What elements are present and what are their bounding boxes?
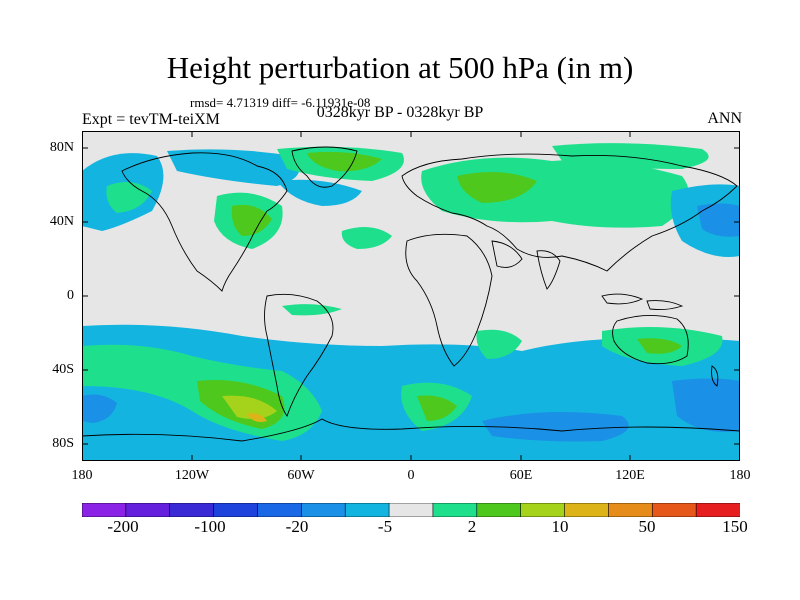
- coast-new-zealand: [711, 365, 719, 387]
- coast-antarctica: [82, 418, 740, 442]
- colorbar-label-1: -200: [107, 517, 139, 536]
- colorbar-swatch: [651, 503, 697, 517]
- colorbar-swatch: [257, 503, 302, 517]
- coast-north-america: [121, 152, 288, 292]
- map-tick-marks: [82, 131, 740, 461]
- colorbar-swatch: [82, 503, 127, 517]
- contour-mid-atlantic-pos: [341, 227, 392, 249]
- coast-south-america: [264, 293, 334, 417]
- x-tick-60w: 60W: [287, 468, 315, 483]
- x-tick-180e: 180: [729, 468, 751, 483]
- colorbar-swatch: [695, 503, 740, 517]
- contour-fields: [82, 143, 740, 461]
- contour-atlantic-neg: [277, 179, 362, 206]
- coast-indonesia: [601, 293, 684, 311]
- colorbar-swatch: [432, 503, 478, 517]
- season-label: ANN: [707, 110, 742, 127]
- x-tick-120w: 120W: [174, 468, 210, 483]
- colorbar: [82, 503, 740, 517]
- coast-australia: [612, 315, 689, 365]
- coast-india: [536, 250, 561, 290]
- contour-sh-pacific-peak: [247, 413, 267, 423]
- experiment-label: Expt = tevTM-teiXM: [82, 111, 220, 128]
- y-tick-40s: 40S: [52, 362, 74, 377]
- plot-title: Height perturbation at 500 hPa (in m): [166, 50, 634, 85]
- colorbar-swatch: [608, 503, 653, 517]
- x-tick-0: 0: [407, 468, 415, 483]
- contour-n-atlantic-core: [307, 151, 382, 172]
- colorbar-label-4: -5: [377, 517, 393, 536]
- y-tick-80s: 80S: [52, 436, 74, 451]
- contour-sh-east-neg: [672, 378, 740, 432]
- colorbar-swatch: [564, 503, 609, 517]
- coast-greenland: [291, 146, 358, 188]
- contour-eurasia-core: [457, 172, 537, 203]
- contour-sh-atlantic-core: [417, 395, 457, 421]
- colorbar-swatch: [476, 503, 522, 517]
- colorbar-label-5: 2: [467, 517, 477, 536]
- colorbar-swatch: [344, 503, 390, 517]
- colorbar-swatch: [388, 503, 434, 517]
- contour-sh-pacific-hot: [222, 395, 277, 419]
- colorbar-swatch: [301, 503, 346, 517]
- contour-arctic-canada: [167, 149, 300, 186]
- x-tick-180w: 180: [71, 468, 93, 483]
- period-label: 0328kyr BP - 0328kyr BP: [316, 104, 484, 121]
- colorbar-swatch: [125, 503, 171, 517]
- contour-tropics-spot: [282, 304, 342, 316]
- colorbar-swatch: [520, 503, 566, 517]
- coast-eurasia: [401, 153, 738, 272]
- colorbar-label-2: -100: [194, 517, 226, 536]
- contour-arctic-pos: [552, 143, 709, 169]
- coast-arabia: [491, 240, 523, 268]
- colorbar-label-3: -20: [285, 517, 309, 536]
- colorbar-swatch: [169, 503, 215, 517]
- contour-australia-core: [637, 338, 682, 354]
- colorbar-label-8: 150: [722, 517, 748, 536]
- y-tick-80n: 80N: [49, 140, 74, 155]
- x-tick-60e: 60E: [509, 468, 533, 483]
- coastlines: [82, 146, 740, 442]
- coast-africa: [405, 233, 493, 367]
- contour-s-africa-pos: [476, 329, 522, 359]
- contour-antarctic-neg: [482, 412, 629, 442]
- colorbar-label-7: 50: [638, 517, 656, 536]
- colorbar-label-6: 10: [551, 517, 569, 536]
- stats-line: rmsd= 4.71319 diff= -6.11931e-08: [190, 95, 371, 110]
- colorbar-swatch: [213, 503, 259, 517]
- map-panel: [82, 131, 740, 461]
- y-tick-0: 0: [67, 288, 74, 303]
- contour-sh-west-neg: [82, 394, 117, 423]
- contour-n-america-core: [231, 204, 272, 236]
- y-tick-40n: 40N: [49, 214, 74, 229]
- contour-w-pacific-core: [697, 203, 740, 237]
- x-tick-120e: 120E: [615, 468, 645, 483]
